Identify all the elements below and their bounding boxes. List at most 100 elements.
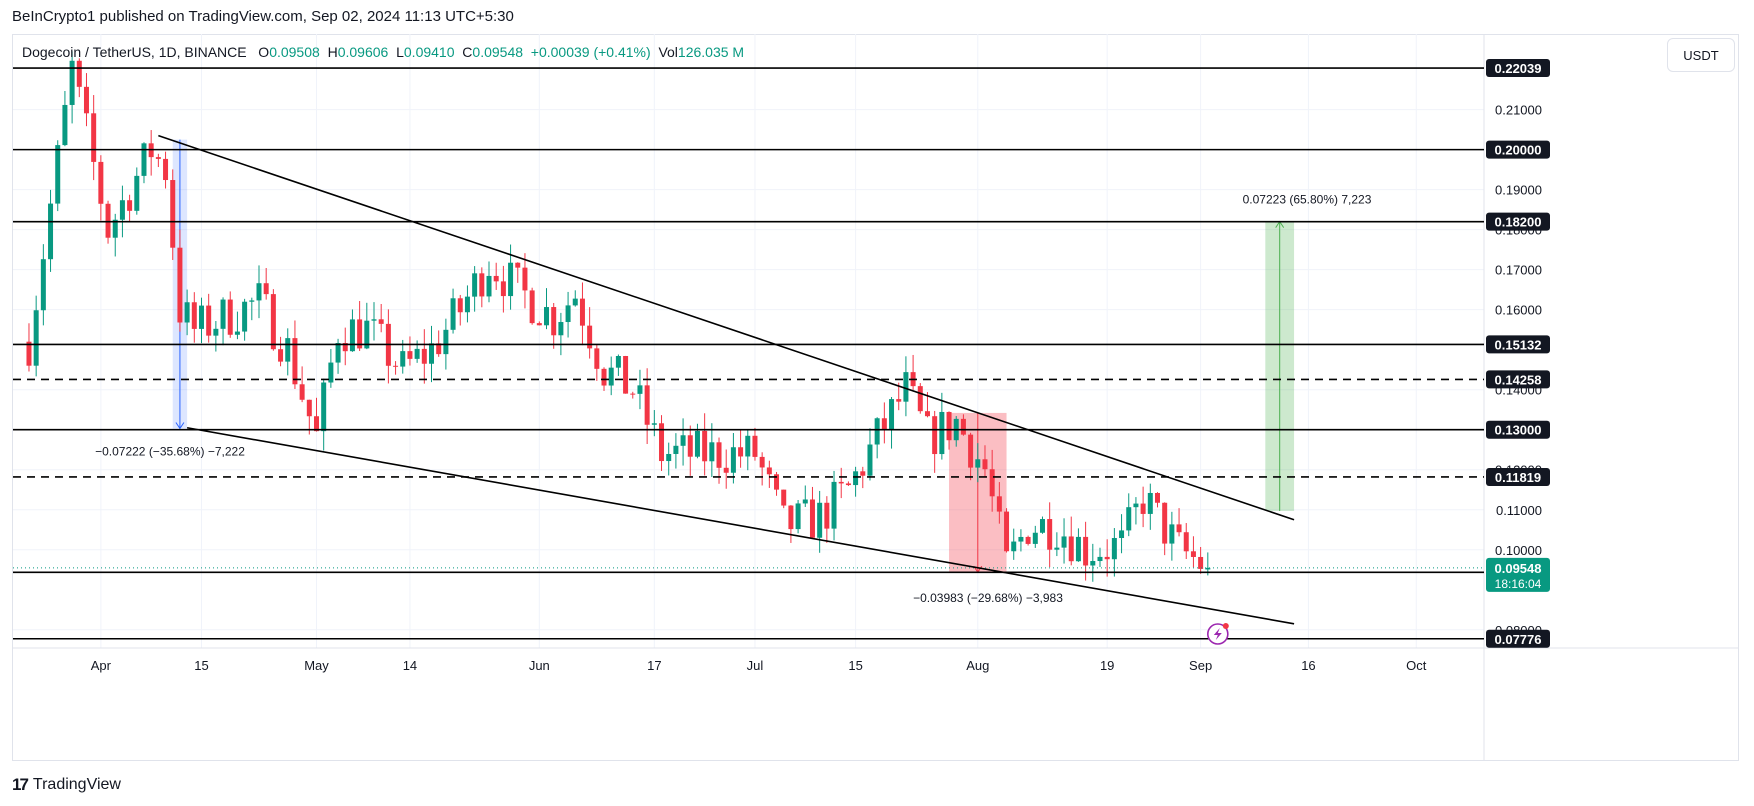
y-tick-label: 0.11000 bbox=[1496, 503, 1542, 518]
tradingview-brand[interactable]: 17 TradingView bbox=[12, 775, 121, 795]
candle-body bbox=[407, 351, 413, 359]
candle-body bbox=[917, 386, 923, 412]
candle-body bbox=[896, 399, 902, 402]
candle-body bbox=[500, 281, 506, 297]
candle-body bbox=[1068, 536, 1074, 562]
candle-body bbox=[163, 158, 169, 181]
candle-body bbox=[1104, 556, 1110, 560]
close-label: C bbox=[462, 44, 473, 60]
candle-body bbox=[393, 365, 399, 367]
candle-body bbox=[759, 456, 765, 468]
candle-body bbox=[177, 247, 183, 323]
candle-body bbox=[472, 273, 478, 297]
candle-body bbox=[745, 435, 751, 457]
candle-body bbox=[1119, 530, 1125, 539]
candle-body bbox=[1162, 502, 1168, 544]
currency-button[interactable]: USDT bbox=[1667, 38, 1735, 72]
candle-body bbox=[659, 423, 665, 462]
change-value: +0.00039 (+0.41%) bbox=[530, 44, 651, 60]
candle-body bbox=[170, 180, 176, 248]
measure-arrowhead bbox=[175, 422, 185, 430]
candle-body bbox=[464, 296, 470, 313]
candle-body bbox=[1097, 556, 1103, 562]
candle-body bbox=[709, 442, 715, 462]
level-price-label: 0.18200 bbox=[1495, 215, 1542, 230]
level-price-label: 0.15132 bbox=[1495, 337, 1542, 352]
candle-body bbox=[349, 319, 355, 352]
event-dot bbox=[1222, 623, 1229, 629]
candle-body bbox=[421, 348, 427, 364]
candle-body bbox=[443, 329, 449, 355]
candle-body bbox=[256, 283, 262, 301]
candle-body bbox=[206, 305, 212, 336]
candle-body bbox=[687, 435, 693, 457]
candle-body bbox=[824, 502, 830, 529]
candle-body bbox=[364, 320, 370, 349]
level-price-label: 0.20000 bbox=[1495, 143, 1542, 158]
candle-body bbox=[40, 259, 46, 311]
candle-body bbox=[1011, 541, 1017, 552]
open-label: O bbox=[258, 44, 270, 60]
candle-body bbox=[615, 355, 621, 368]
tradingview-logo-icon: 17 bbox=[12, 775, 29, 794]
candle-body bbox=[1154, 492, 1160, 503]
candle-body bbox=[436, 343, 442, 355]
candle-body bbox=[342, 343, 348, 352]
x-tick-label: 15 bbox=[848, 658, 862, 673]
candle-body bbox=[924, 411, 930, 417]
symbol-name[interactable]: Dogecoin / TetherUS, 1D, BINANCE bbox=[22, 44, 247, 60]
candle-body bbox=[1133, 503, 1139, 508]
trendline-lower bbox=[186, 426, 1295, 625]
candle-body bbox=[752, 435, 758, 457]
candle-body bbox=[220, 299, 226, 329]
candle-body bbox=[378, 319, 384, 324]
x-tick-label: Oct bbox=[1406, 658, 1427, 673]
y-tick-label: 0.19000 bbox=[1495, 183, 1542, 198]
candle-body bbox=[738, 447, 744, 457]
candle-body bbox=[903, 372, 909, 402]
candle-body bbox=[515, 262, 521, 268]
candle-body bbox=[1147, 492, 1153, 514]
candle-body bbox=[982, 459, 988, 470]
candle-body bbox=[1018, 536, 1024, 542]
x-tick-label: Jul bbox=[747, 658, 764, 673]
low-value: 0.09410 bbox=[403, 44, 455, 60]
candle-body bbox=[486, 275, 492, 297]
level-price-tag bbox=[1486, 335, 1550, 354]
candle-body bbox=[357, 319, 363, 349]
high-label: H bbox=[327, 44, 338, 60]
candle-body bbox=[134, 175, 140, 211]
level-price-label: 0.11819 bbox=[1495, 470, 1541, 485]
candle-body bbox=[227, 299, 233, 335]
candle-body bbox=[572, 298, 578, 306]
candle-body bbox=[623, 355, 629, 394]
candle-body bbox=[551, 307, 557, 336]
candle-body bbox=[119, 200, 125, 220]
candle-body bbox=[845, 483, 851, 486]
candle-body bbox=[536, 323, 542, 326]
countdown-label: 18:16:04 bbox=[1495, 577, 1542, 591]
candle-body bbox=[493, 275, 499, 282]
candle-body bbox=[694, 430, 700, 457]
candle-body bbox=[838, 481, 844, 484]
candle-body bbox=[292, 338, 298, 385]
measurements-group bbox=[172, 139, 1295, 574]
candle-body bbox=[1047, 519, 1053, 550]
candle-body bbox=[141, 143, 147, 176]
candle-body bbox=[975, 459, 981, 468]
candle-body bbox=[1075, 536, 1081, 562]
volume-label: Vol bbox=[658, 44, 678, 60]
lightning-bolt-icon[interactable] bbox=[1207, 623, 1229, 645]
candle-body bbox=[91, 113, 97, 162]
trendline-upper bbox=[158, 134, 1295, 521]
low-label: L bbox=[396, 44, 404, 60]
candle-body bbox=[242, 301, 248, 332]
level-price-tag bbox=[1486, 370, 1550, 389]
candle-body bbox=[716, 442, 722, 468]
level-price-tag bbox=[1486, 140, 1550, 159]
candle-body bbox=[702, 430, 708, 462]
candle-body bbox=[105, 203, 111, 238]
candle-body bbox=[860, 471, 866, 476]
candle-body bbox=[1083, 536, 1089, 566]
